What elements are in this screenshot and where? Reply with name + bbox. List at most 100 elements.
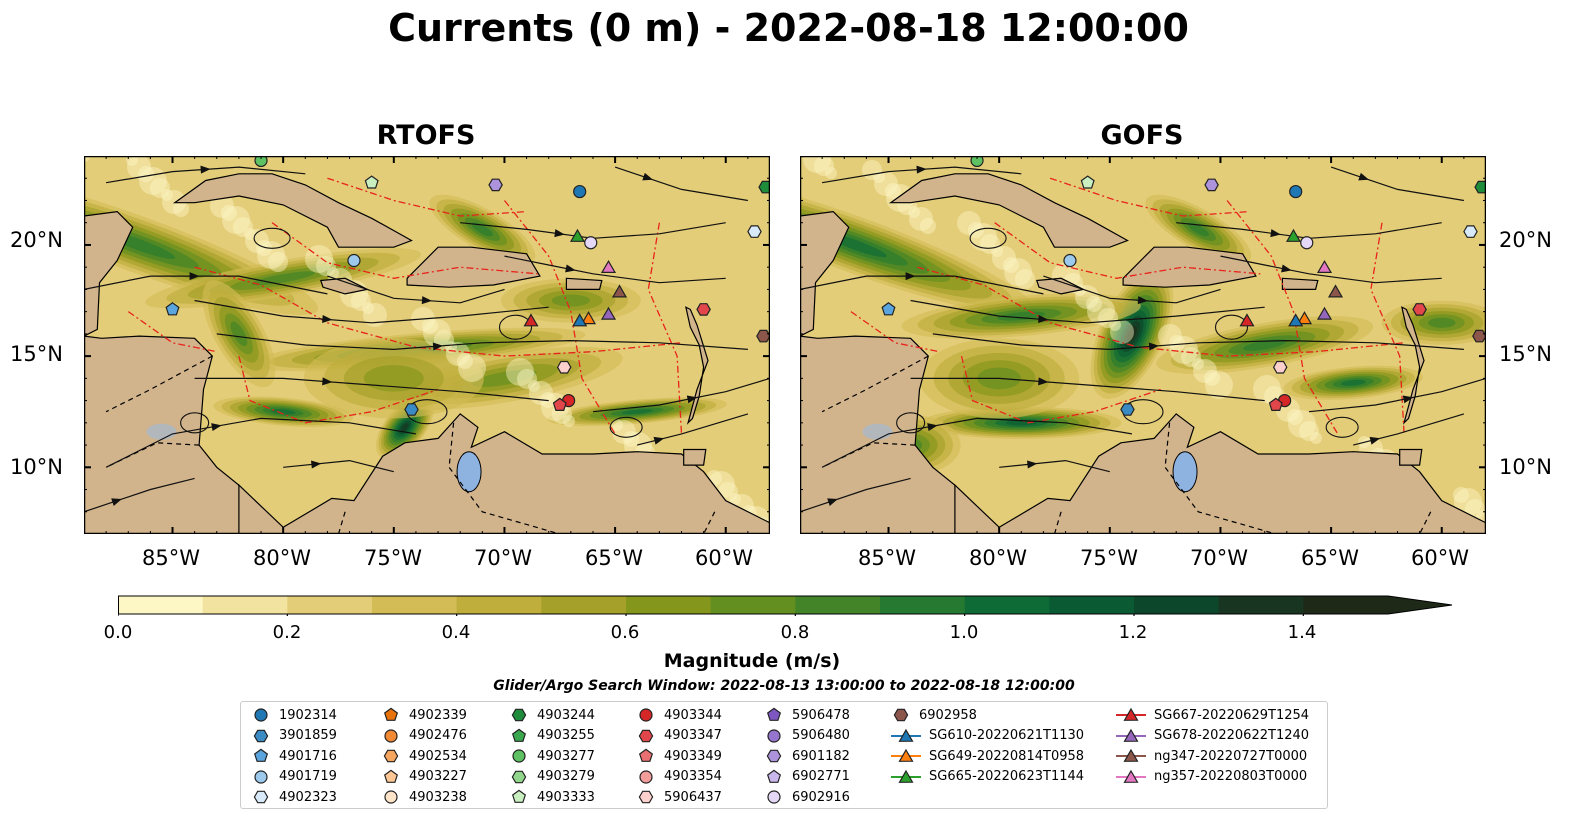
colorbar-segment <box>626 596 712 614</box>
legend-item: 4902534 <box>381 746 467 766</box>
float-marker <box>758 180 770 194</box>
hexagon-marker-icon <box>253 729 269 742</box>
legend-item: 4903347 <box>636 726 722 746</box>
float-marker <box>881 302 896 316</box>
float-marker <box>573 184 587 199</box>
lat-tick-20-left: 20°N <box>10 228 63 252</box>
legend-label: 6901182 <box>792 748 850 764</box>
float-marker <box>347 253 361 268</box>
pentagon-marker-icon <box>511 789 527 803</box>
float-marker <box>970 156 984 168</box>
triangle-marker-icon <box>891 769 921 783</box>
legend-label: SG667-20220629T1254 <box>1154 707 1310 723</box>
legend-label: 4903349 <box>664 748 722 764</box>
triangle-marker-icon <box>891 728 921 742</box>
lat-tick-15-right: 15°N <box>1499 342 1552 366</box>
float-marker <box>1063 253 1077 268</box>
float-marker <box>1474 180 1486 194</box>
legend-item: 4903255 <box>509 726 595 746</box>
rtofs-map <box>84 156 770 534</box>
colorbar-segment <box>118 596 204 614</box>
legend-item: 4903277 <box>509 746 595 766</box>
colorbar-tick-0: 0.0 <box>103 622 133 643</box>
lon-tick-65-left: 65°W <box>585 546 643 570</box>
legend-label: 4903333 <box>537 789 595 805</box>
circle-marker-icon <box>767 790 781 804</box>
colorbar-tick-5: 1.0 <box>949 622 979 643</box>
legend-item: 4903238 <box>381 787 467 807</box>
circle-marker-icon <box>767 728 781 743</box>
float-marker <box>364 175 379 189</box>
circle-marker-icon <box>254 769 268 784</box>
float-marker <box>1300 236 1314 250</box>
lon-tick-70-right: 70°W <box>1190 546 1248 570</box>
float-marker <box>600 260 617 274</box>
legend-item: 4902476 <box>381 726 467 746</box>
legend-item: SG665-20220623T1144 <box>891 767 1084 787</box>
float-marker <box>165 302 180 316</box>
lat-tick-20-right: 20°N <box>1499 228 1552 252</box>
panel-title-gofs: GOFS <box>1100 120 1184 151</box>
triangle-marker-icon <box>1116 707 1146 721</box>
lon-tick-70-left: 70°W <box>474 546 532 570</box>
lon-tick-60-left: 60°W <box>695 546 753 570</box>
legend-label: SG610-20220621T1130 <box>929 728 1085 743</box>
colorbar-segment <box>372 596 458 614</box>
search-window-caption: Glider/Argo Search Window: 2022-08-13 13… <box>493 678 1075 694</box>
legend-item: 4901719 <box>251 767 337 787</box>
legend-label: 3901859 <box>279 728 337 743</box>
pentagon-marker-icon <box>766 769 782 783</box>
lon-tick-65-right: 65°W <box>1301 546 1359 570</box>
legend-label: 4903227 <box>409 769 467 784</box>
legend-item: ng347-20220727T0000 <box>1116 746 1307 766</box>
lon-tick-80-right: 80°W <box>969 546 1027 570</box>
legend-item: 4903244 <box>509 705 595 725</box>
legend-item: 4901716 <box>251 746 337 766</box>
legend-item: 6901182 <box>764 746 850 766</box>
float-marker <box>1239 313 1255 327</box>
float-marker <box>556 360 572 374</box>
legend-item: 4903354 <box>636 767 722 787</box>
circle-marker-icon <box>254 708 268 722</box>
colorbar-segment <box>287 596 373 614</box>
float-marker <box>1268 397 1283 411</box>
colorbar-label: Magnitude (m/s) <box>663 650 841 672</box>
legend-item: SG678-20220622T1240 <box>1116 726 1309 746</box>
colorbar-segment <box>456 596 542 614</box>
float-marker <box>552 397 567 411</box>
float-marker <box>1463 225 1478 238</box>
lon-tick-85-left: 85°W <box>142 546 200 570</box>
pentagon-marker-icon <box>511 728 527 742</box>
colorbar-tick-7: 1.4 <box>1287 622 1317 643</box>
float-marker <box>488 178 503 192</box>
hexagon-marker-icon <box>511 770 527 783</box>
legend-label: 4903347 <box>664 728 722 743</box>
hexagon-marker-icon <box>638 729 654 742</box>
circle-marker-icon <box>639 769 653 784</box>
float-marker <box>1289 184 1303 199</box>
lat-tick-10-left: 10°N <box>10 455 63 479</box>
colorbar <box>118 595 1453 616</box>
legend-label: SG649-20220814T0958 <box>929 748 1085 764</box>
legend-label: 4903354 <box>664 769 722 784</box>
colorbar-segment <box>541 596 627 614</box>
hexagon-marker-icon <box>893 708 909 722</box>
colorbar-segment <box>795 596 881 614</box>
panel-title-rtofs: RTOFS <box>376 120 476 151</box>
float-marker <box>600 306 617 320</box>
float-marker <box>523 313 539 327</box>
lat-tick-10-right: 10°N <box>1499 455 1552 479</box>
float-marker <box>580 311 597 325</box>
colorbar-tick-6: 1.2 <box>1118 622 1148 643</box>
legend-item: 5906480 <box>764 726 850 746</box>
legend-label: 4903244 <box>537 707 595 723</box>
legend-label: 6902916 <box>792 789 850 805</box>
float-marker <box>611 284 628 298</box>
float-marker <box>747 225 762 238</box>
legend-label: 4903255 <box>537 728 595 743</box>
legend-label: 4903277 <box>537 748 595 764</box>
legend-label: 4901716 <box>279 748 337 764</box>
legend-label: 5906478 <box>792 707 850 723</box>
float-marker <box>404 403 419 416</box>
float-marker <box>1296 311 1313 325</box>
